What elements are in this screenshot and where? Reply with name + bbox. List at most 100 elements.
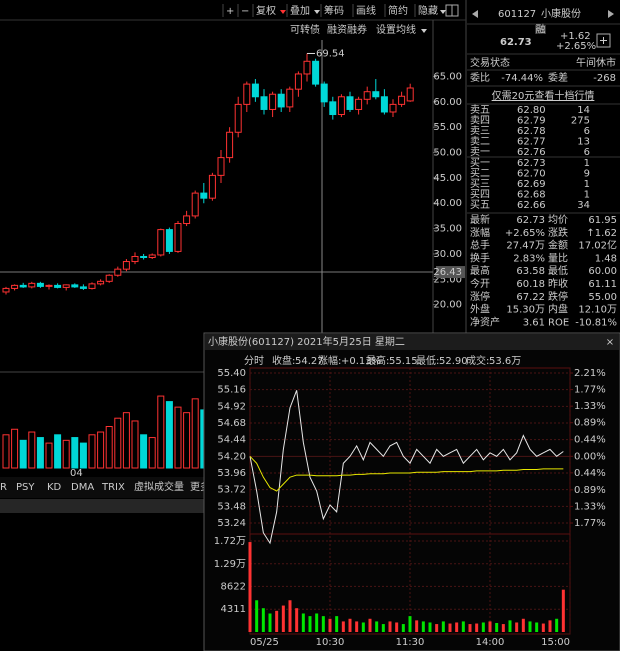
y-tick-label: 54.92 bbox=[217, 401, 246, 412]
volume-bar bbox=[88, 434, 96, 469]
stat-value: -10.81% bbox=[575, 317, 617, 328]
volume-bar bbox=[36, 437, 44, 469]
book-volume: 1 bbox=[584, 179, 590, 190]
prev-arrow[interactable] bbox=[472, 10, 478, 18]
candle-body bbox=[320, 83, 328, 103]
candle-body bbox=[165, 229, 173, 252]
stat-label: 内盘 bbox=[548, 303, 568, 316]
stat-value: 67.22 bbox=[516, 292, 545, 303]
stat-label: 换手 bbox=[470, 251, 490, 264]
stat-value: 63.58 bbox=[516, 266, 545, 277]
book-volume: 14 bbox=[577, 105, 590, 116]
candle-body bbox=[398, 95, 406, 105]
y-tick-label: 20.00 bbox=[433, 300, 462, 311]
toolbar-button[interactable]: 叠加 bbox=[290, 5, 310, 17]
add-button[interactable] bbox=[596, 33, 611, 48]
candle-body bbox=[105, 274, 113, 282]
stat-label: 今开 bbox=[470, 277, 490, 290]
stat-value: 54.27 bbox=[295, 356, 324, 367]
volume-bar bbox=[11, 428, 19, 469]
stat-value: 1.48 bbox=[595, 253, 617, 264]
crosshair-label: 26.43 bbox=[433, 267, 462, 278]
stat-value: 55.15 bbox=[389, 356, 418, 367]
crosshair-label-box bbox=[436, 266, 465, 279]
y-tick-label: 30.00 bbox=[433, 249, 462, 260]
stat-label: 收盘: bbox=[272, 354, 295, 367]
volume-bar bbox=[415, 620, 419, 632]
stat-label: 涨停 bbox=[470, 290, 490, 303]
volume-bar bbox=[295, 608, 299, 632]
indicator-tab[interactable]: KD bbox=[47, 482, 62, 493]
book-price: 62.80 bbox=[517, 105, 546, 116]
candle-body bbox=[226, 131, 234, 159]
indicator-tab[interactable]: R bbox=[0, 482, 7, 493]
volume-bar bbox=[140, 434, 148, 469]
book-volume: 1 bbox=[584, 190, 590, 201]
toolbar-button[interactable]: 复权 bbox=[256, 4, 276, 17]
next-arrow[interactable] bbox=[608, 10, 614, 18]
volume-bar bbox=[248, 542, 252, 632]
volume-bar bbox=[105, 426, 113, 469]
book-price: 62.76 bbox=[517, 147, 546, 158]
volume-bar bbox=[131, 420, 139, 469]
toolbar-button[interactable]: 筹码 bbox=[324, 4, 344, 17]
book-label: 买一 bbox=[470, 157, 490, 169]
candle-body bbox=[372, 91, 380, 98]
stat-value: 62.73 bbox=[516, 215, 545, 226]
dropdown-caret bbox=[314, 10, 320, 14]
stat-label: 最高 bbox=[470, 264, 490, 277]
toolbar-link[interactable]: 设置均线 bbox=[376, 23, 416, 36]
volume-bar bbox=[315, 613, 319, 632]
volume-bar bbox=[183, 412, 191, 469]
book-volume: 275 bbox=[571, 116, 590, 127]
indicator-tab[interactable]: PSY bbox=[16, 482, 35, 493]
close-button[interactable]: × bbox=[606, 337, 614, 348]
volume-bar bbox=[535, 622, 539, 632]
volume-bar bbox=[441, 621, 445, 632]
stock-name: 小康股份 bbox=[541, 7, 581, 20]
promo-link[interactable]: 仅需20元查看十档行情 bbox=[492, 89, 595, 102]
candle-body bbox=[157, 229, 165, 256]
candle-body bbox=[243, 83, 251, 105]
weicha-label: 委差 bbox=[548, 71, 568, 84]
stat-value: 2.83% bbox=[513, 253, 545, 264]
weibi-label: 委比 bbox=[470, 71, 490, 84]
indicator-tab[interactable]: 虚拟成交量 bbox=[134, 480, 184, 493]
toolbar-button[interactable]: + bbox=[226, 6, 234, 17]
indicator-tab[interactable]: DMA bbox=[71, 482, 94, 493]
candle-body bbox=[71, 284, 79, 288]
volume-bar bbox=[515, 622, 519, 632]
toolbar-button[interactable]: 画线 bbox=[356, 4, 376, 17]
stat-value: +2.65% bbox=[505, 228, 545, 239]
price-line bbox=[249, 390, 564, 545]
stat-value: 61.11 bbox=[588, 279, 617, 290]
toolbar-button[interactable]: 简约 bbox=[388, 4, 408, 17]
indicator-tab[interactable]: TRIX bbox=[101, 482, 125, 493]
volume-bar bbox=[361, 622, 365, 632]
toolbar-button[interactable]: 隐藏 bbox=[418, 5, 438, 17]
toolbar-button[interactable]: − bbox=[241, 6, 249, 17]
y2-tick-label: 2.21% bbox=[574, 368, 606, 379]
y2-tick-label: 1.77% bbox=[574, 518, 606, 529]
date-label: 04 bbox=[70, 468, 83, 479]
toolbar-link[interactable]: 可转债 bbox=[290, 23, 320, 36]
stat-value: +0.13% bbox=[341, 356, 381, 367]
price-line bbox=[249, 455, 564, 492]
y-tick-label: 54.20 bbox=[217, 451, 246, 462]
candle-body bbox=[54, 284, 62, 288]
toolbar-link[interactable]: 融资融券 bbox=[327, 23, 367, 36]
stat-value: 55.00 bbox=[588, 292, 617, 303]
y-tick-label: 35.00 bbox=[433, 224, 462, 235]
y2-tick-label: 1.77% bbox=[574, 385, 606, 396]
y-tick-label: 53.72 bbox=[217, 485, 246, 496]
volume-bar bbox=[508, 620, 512, 632]
volume-tick-label: 8622 bbox=[221, 581, 246, 592]
stock-code: 601127 bbox=[498, 9, 536, 20]
candle-body bbox=[79, 286, 87, 289]
stat-label: 成交: bbox=[466, 354, 489, 367]
candle-body bbox=[45, 284, 53, 287]
book-volume: 6 bbox=[584, 147, 590, 158]
mode-label: 分时 bbox=[244, 355, 264, 367]
x-tick-label: 11:30 bbox=[396, 637, 425, 648]
volume-bar bbox=[308, 616, 312, 632]
